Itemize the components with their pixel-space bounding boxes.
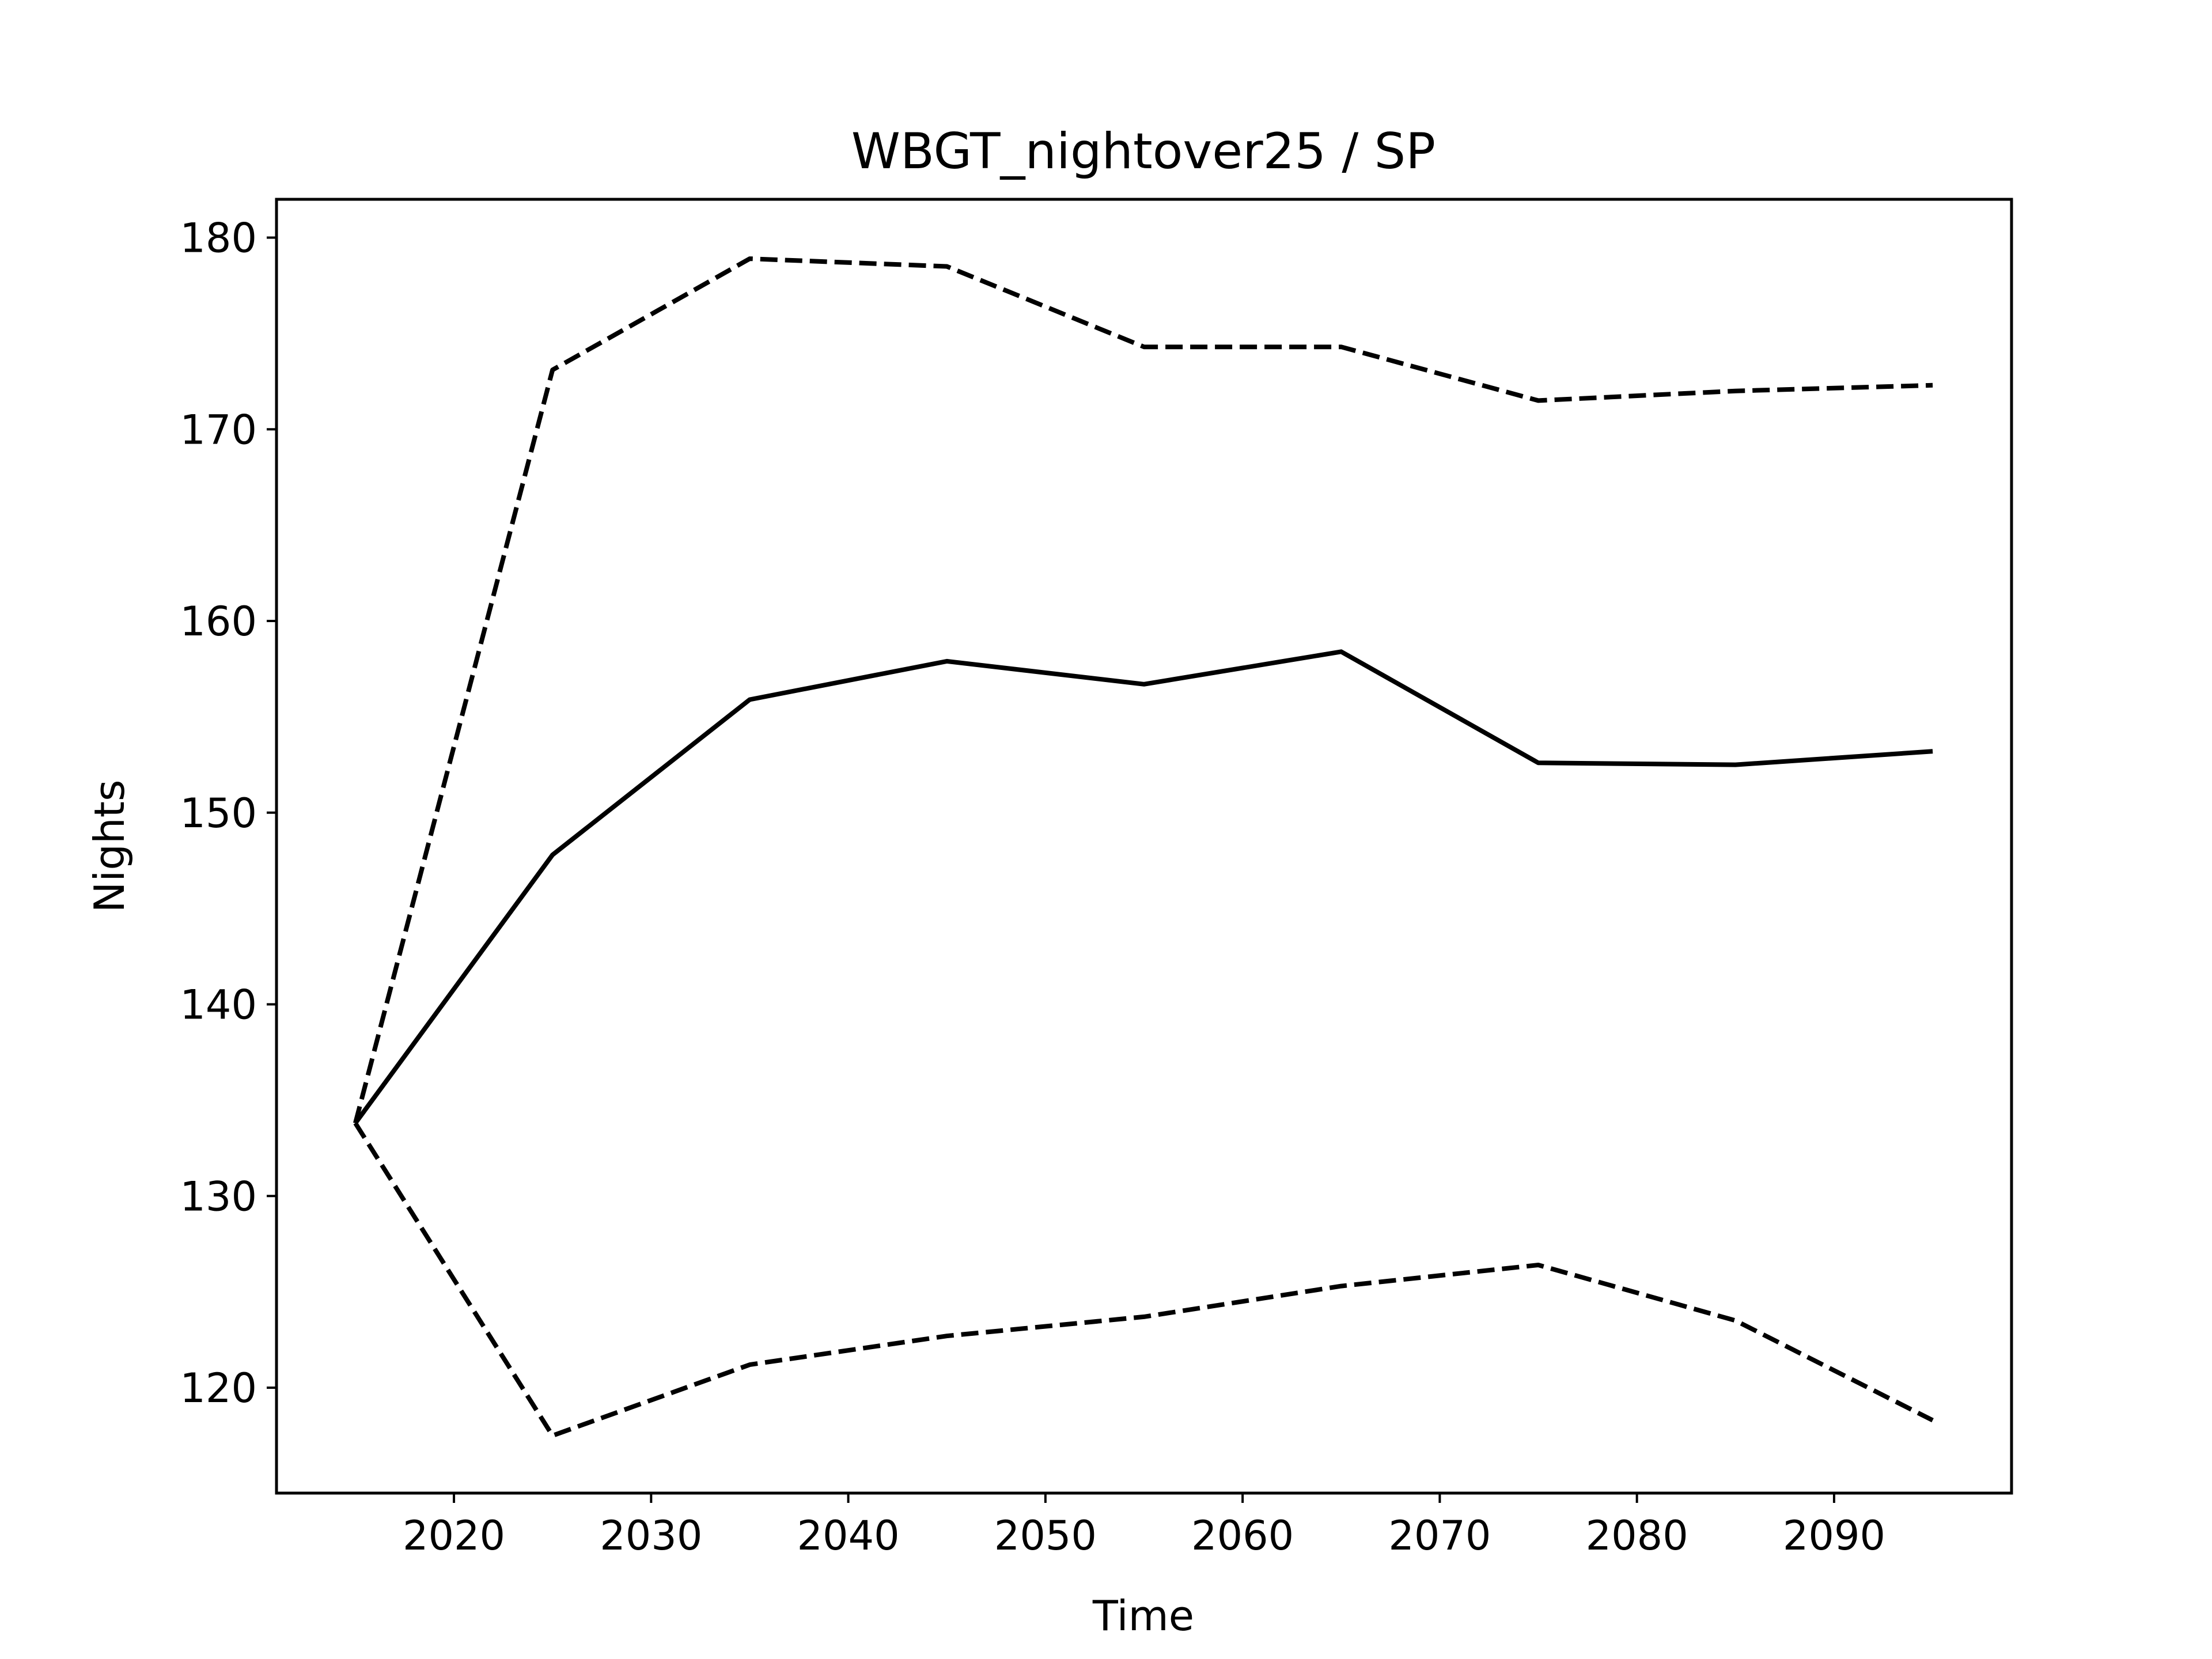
y-axis-label: Nights bbox=[85, 780, 134, 913]
y-tick-label: 170 bbox=[180, 406, 257, 453]
plot-area bbox=[353, 256, 1934, 1438]
x-tick-label: 2060 bbox=[1191, 1512, 1294, 1559]
plot-frame bbox=[275, 198, 2013, 1495]
y-tick-label: 140 bbox=[180, 982, 257, 1029]
x-tick-label: 2040 bbox=[797, 1512, 900, 1559]
y-tick-label: 130 bbox=[180, 1173, 257, 1220]
x-tick-label: 2020 bbox=[403, 1512, 505, 1559]
x-tick-label: 2080 bbox=[1586, 1512, 1688, 1559]
x-tick-label: 2030 bbox=[600, 1512, 702, 1559]
y-tick-label: 160 bbox=[180, 598, 257, 645]
upper-bound-series-line bbox=[353, 256, 1933, 1124]
x-axis-label: Time bbox=[1092, 1592, 1194, 1640]
median-series-line bbox=[353, 649, 1933, 1125]
axes: 2020 2030 2040 2050 2060 2070 2080 2090 120 130 14… bbox=[180, 215, 1885, 1559]
chart-title: WBGT_nightover25 / SP bbox=[851, 123, 1435, 180]
lower-bound-series-line bbox=[353, 1122, 1934, 1438]
x-tick-label: 2070 bbox=[1388, 1512, 1491, 1559]
x-tick-label: 2050 bbox=[994, 1512, 1097, 1559]
x-tick-label: 2090 bbox=[1783, 1512, 1885, 1559]
y-tick-label: 150 bbox=[180, 790, 257, 837]
y-tick-label: 120 bbox=[180, 1365, 257, 1412]
y-tick-label: 180 bbox=[180, 215, 257, 262]
